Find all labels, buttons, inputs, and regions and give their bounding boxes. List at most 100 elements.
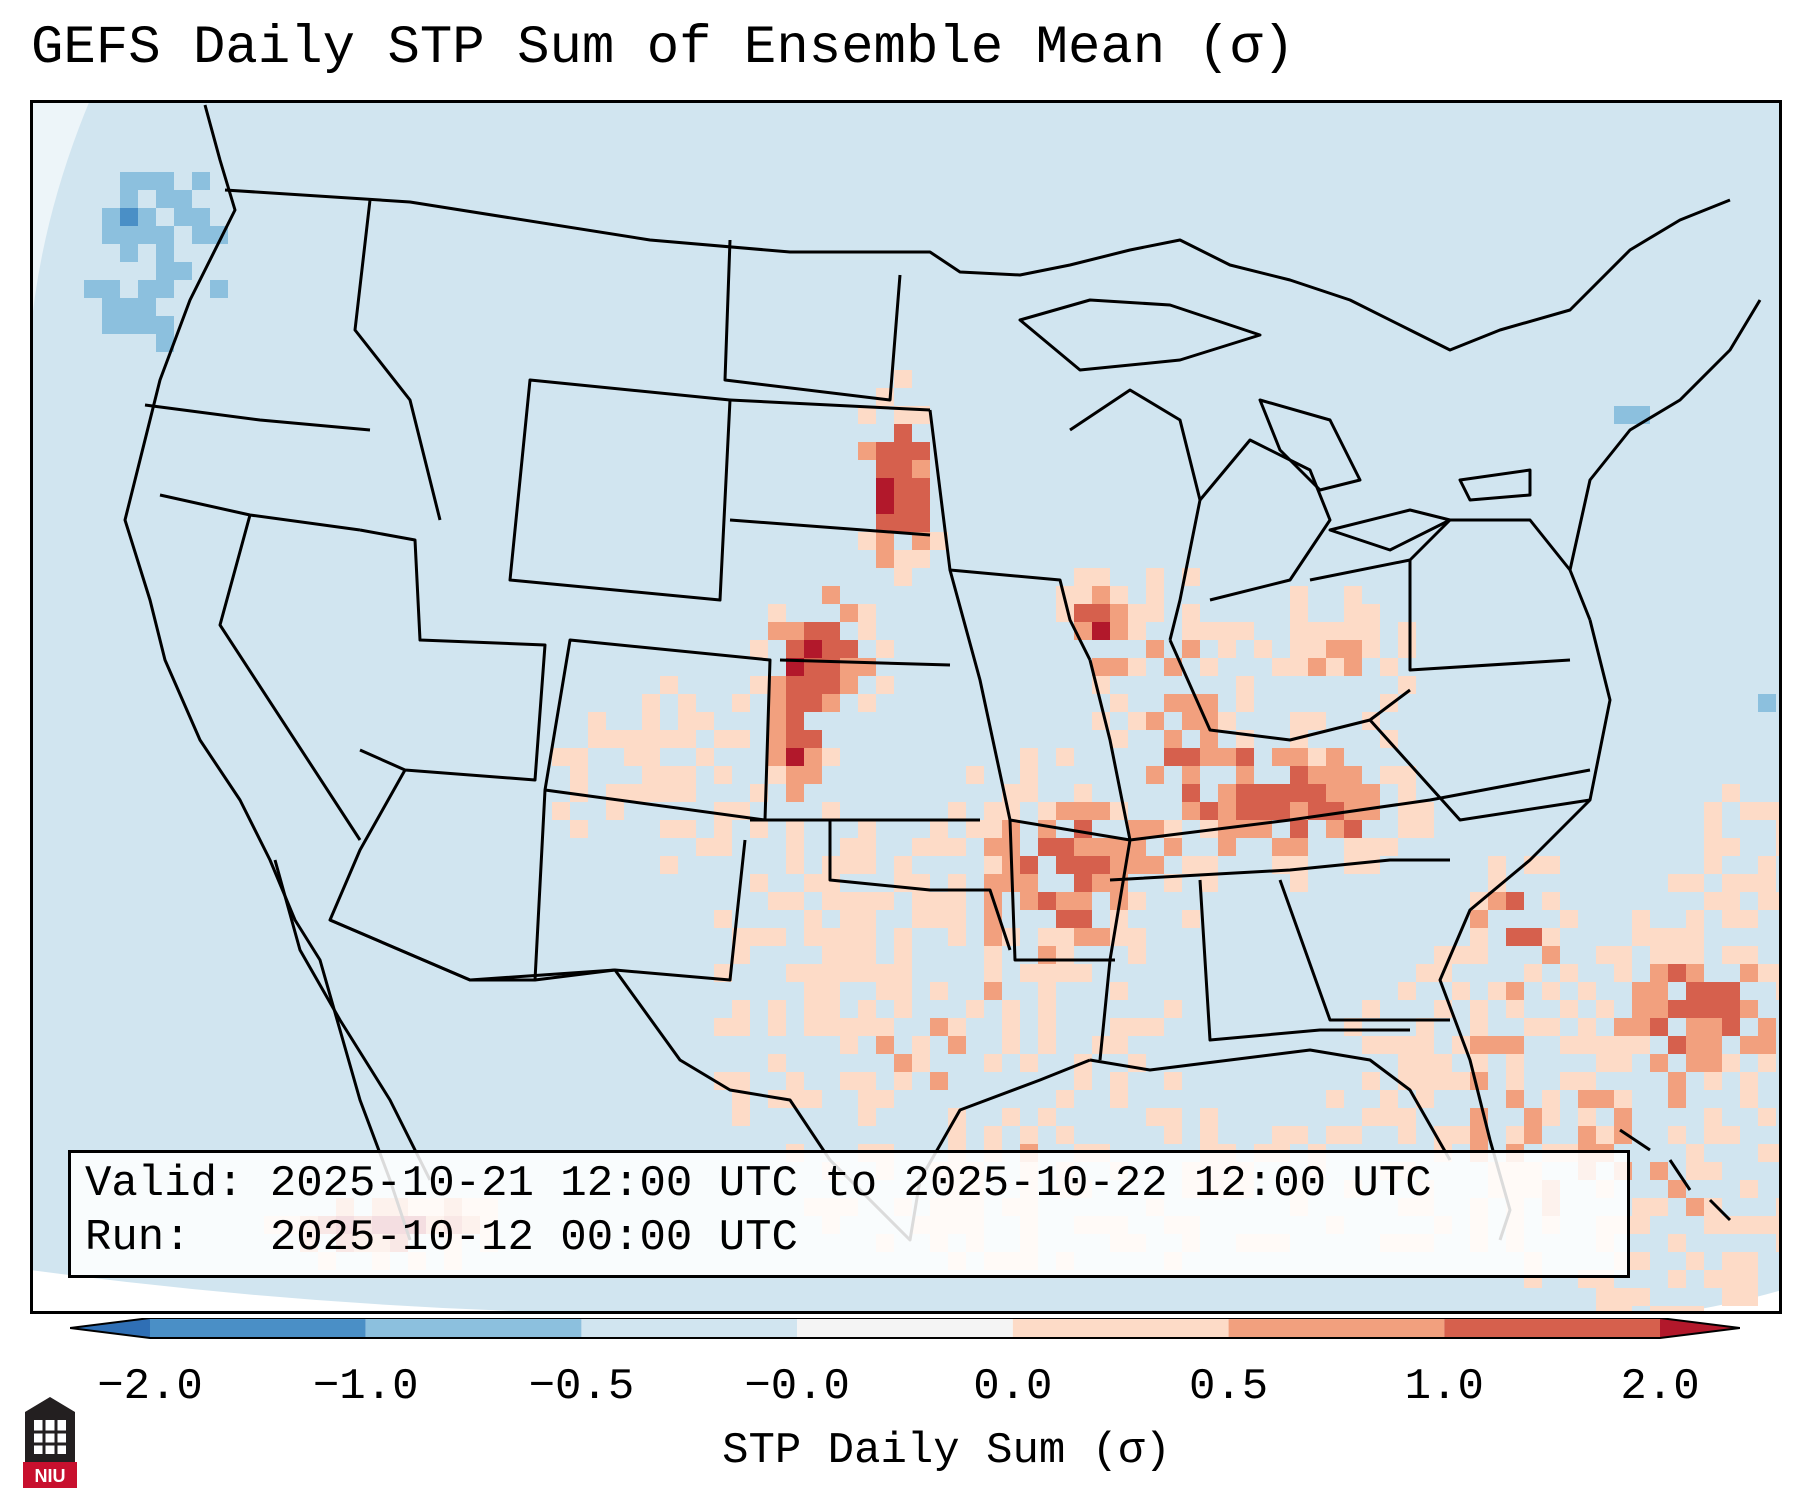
stp-cell <box>174 208 192 226</box>
stp-cell <box>1362 1000 1380 1018</box>
stp-cell <box>1290 802 1308 820</box>
stp-cell <box>1398 1126 1416 1144</box>
stp-cell <box>930 910 948 928</box>
stp-cell <box>120 226 138 244</box>
stp-cell <box>1326 622 1344 640</box>
stp-cell <box>1704 1000 1722 1018</box>
stp-cell <box>678 784 696 802</box>
stp-cell <box>1398 676 1416 694</box>
stp-cell <box>948 892 966 910</box>
stp-cell <box>1434 1072 1452 1090</box>
stp-cell <box>1200 874 1218 892</box>
stp-cell <box>876 892 894 910</box>
stp-cell <box>1740 964 1758 982</box>
stp-cell <box>1740 1288 1758 1306</box>
stp-cell <box>1596 1306 1614 1314</box>
stp-cell <box>768 892 786 910</box>
colorbar-tick-label: −0.0 <box>744 1362 850 1412</box>
stp-cell <box>1128 928 1146 946</box>
stp-cell <box>1164 1000 1182 1018</box>
stp-cell <box>1020 748 1038 766</box>
stp-cell <box>1614 1108 1632 1126</box>
stp-cell <box>1704 1108 1722 1126</box>
stp-cell <box>192 172 210 190</box>
stp-cell <box>1722 892 1740 910</box>
stp-cell <box>876 496 894 514</box>
stp-cell <box>714 766 732 784</box>
stp-cell <box>822 928 840 946</box>
stp-cell <box>1074 910 1092 928</box>
stp-cell <box>642 694 660 712</box>
stp-cell <box>984 964 1002 982</box>
stp-cell <box>1596 1000 1614 1018</box>
stp-cell <box>1236 766 1254 784</box>
stp-cell <box>1074 568 1092 586</box>
stp-cell <box>966 820 984 838</box>
stp-cell <box>1470 1054 1488 1072</box>
stp-cell <box>1074 802 1092 820</box>
stp-cell <box>876 1090 894 1108</box>
stp-cell <box>1092 838 1110 856</box>
stp-cell <box>840 892 858 910</box>
stp-cell <box>804 1090 822 1108</box>
stp-cell <box>1506 1054 1524 1072</box>
stp-cell <box>1524 1126 1542 1144</box>
stp-cell <box>606 730 624 748</box>
stp-cell <box>930 838 948 856</box>
stp-cell <box>156 280 174 298</box>
stp-cell <box>1128 820 1146 838</box>
stp-cell <box>984 982 1002 1000</box>
stp-cell <box>1272 838 1290 856</box>
stp-cell <box>1470 1036 1488 1054</box>
stp-cell <box>1722 982 1740 1000</box>
stp-cell <box>1758 1018 1776 1036</box>
stp-cell <box>912 532 930 550</box>
stp-cell <box>1236 676 1254 694</box>
stp-cell <box>768 1054 786 1072</box>
stp-cell <box>1272 802 1290 820</box>
stp-cell <box>1038 802 1056 820</box>
stp-cell <box>1038 1036 1056 1054</box>
stp-cell <box>876 676 894 694</box>
stp-cell <box>642 712 660 730</box>
stp-cell <box>1110 586 1128 604</box>
stp-cell <box>984 820 1002 838</box>
stp-cell <box>1182 622 1200 640</box>
stp-cell <box>1686 1162 1704 1180</box>
stp-cell <box>1740 1072 1758 1090</box>
stp-cell <box>822 748 840 766</box>
stp-cell <box>1488 1036 1506 1054</box>
stp-cell <box>912 838 930 856</box>
stp-cell <box>1452 1072 1470 1090</box>
stp-cell <box>1632 982 1650 1000</box>
stp-cell <box>804 874 822 892</box>
stp-cell <box>804 640 822 658</box>
stp-cell <box>1164 658 1182 676</box>
stp-cell <box>1452 946 1470 964</box>
stp-cell <box>1650 1018 1668 1036</box>
stp-cell <box>1650 1054 1668 1072</box>
stp-cell <box>1704 838 1722 856</box>
stp-cell <box>1326 766 1344 784</box>
stp-cell <box>948 802 966 820</box>
stp-cell <box>1236 784 1254 802</box>
stp-cell <box>768 766 786 784</box>
stp-cell <box>156 226 174 244</box>
stp-cell <box>840 640 858 658</box>
niu-logo: NIU <box>23 1397 77 1488</box>
stp-cell <box>966 766 984 784</box>
stp-cell <box>1740 1090 1758 1108</box>
stp-cell <box>1182 784 1200 802</box>
stp-cell <box>1614 946 1632 964</box>
stp-cell <box>1344 1126 1362 1144</box>
stp-cell <box>1074 604 1092 622</box>
stp-cell <box>1290 712 1308 730</box>
stp-cell <box>1056 964 1074 982</box>
stp-cell <box>876 532 894 550</box>
stp-cell <box>1020 1054 1038 1072</box>
stp-cell <box>1614 1036 1632 1054</box>
stp-cell <box>732 694 750 712</box>
colorbar-bin <box>1228 1318 1445 1338</box>
stp-cell <box>1344 820 1362 838</box>
stp-cell <box>1308 658 1326 676</box>
